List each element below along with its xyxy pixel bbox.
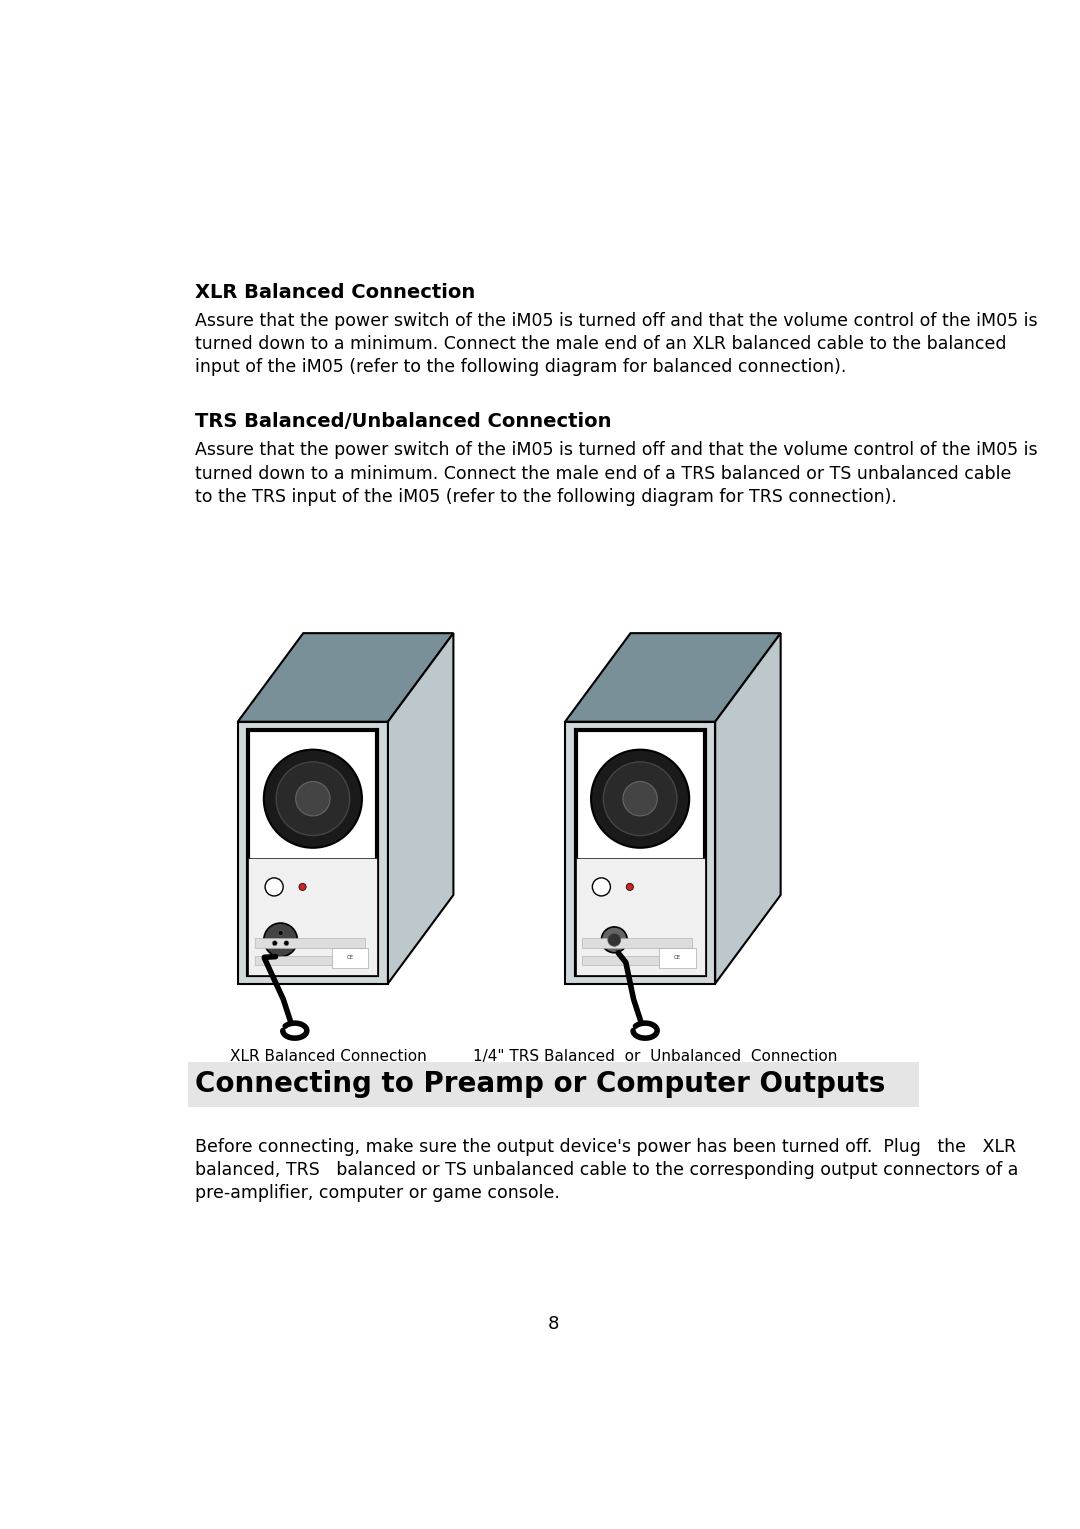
Text: 8: 8 [548,1315,559,1333]
Circle shape [592,878,610,896]
Polygon shape [388,633,454,983]
Bar [255,939,365,948]
Circle shape [278,931,283,936]
Polygon shape [238,722,388,983]
Circle shape [296,781,330,816]
Circle shape [604,761,677,835]
Polygon shape [715,633,781,983]
Text: XLR Balanced Connection: XLR Balanced Connection [195,283,475,301]
Bar [660,948,696,968]
Text: CE: CE [347,956,354,960]
Circle shape [264,749,362,847]
Circle shape [264,924,297,957]
Bar [188,1063,919,1107]
Text: to the TRS input of the iM05 (refer to the following diagram for TRS connection): to the TRS input of the iM05 (refer to t… [195,488,897,506]
Circle shape [608,933,621,946]
Text: Before connecting, make sure the output device's power has been turned off.  Plu: Before connecting, make sure the output … [195,1138,1016,1156]
Bar [333,948,368,968]
Text: Connecting to Preamp or Computer Outputs: Connecting to Preamp or Computer Outputs [195,1070,886,1098]
Bar [576,731,704,976]
Bar [248,858,377,976]
Bar [576,858,704,976]
Text: balanced, TRS   balanced or TS unbalanced cable to the corresponding output conn: balanced, TRS balanced or TS unbalanced … [195,1161,1018,1179]
Text: CE: CE [674,956,681,960]
Bar [255,956,365,965]
Circle shape [265,878,283,896]
Text: Assure that the power switch of the iM05 is turned off and that the volume contr: Assure that the power switch of the iM05… [195,312,1038,330]
Text: input of the iM05 (refer to the following diagram for balanced connection).: input of the iM05 (refer to the followin… [195,358,847,376]
Circle shape [299,884,306,890]
Text: TRS Balanced/Unbalanced Connection: TRS Balanced/Unbalanced Connection [195,413,612,431]
Circle shape [272,940,278,946]
Circle shape [623,781,658,816]
Text: turned down to a minimum. Connect the male end of a TRS balanced or TS unbalance: turned down to a minimum. Connect the ma… [195,465,1012,483]
Circle shape [626,884,633,890]
Bar [248,731,377,976]
Bar [582,956,692,965]
Circle shape [602,927,627,953]
Polygon shape [238,633,454,722]
Circle shape [284,940,289,946]
Text: Assure that the power switch of the iM05 is turned off and that the volume contr: Assure that the power switch of the iM05… [195,442,1038,459]
Text: XLR Balanced Connection: XLR Balanced Connection [230,1049,427,1064]
Bar [582,939,692,948]
Text: turned down to a minimum. Connect the male end of an XLR balanced cable to the b: turned down to a minimum. Connect the ma… [195,335,1007,353]
Circle shape [591,749,689,847]
Polygon shape [565,722,715,983]
Polygon shape [565,633,781,722]
Circle shape [276,761,350,835]
Text: 1/4" TRS Balanced  or  Unbalanced  Connection: 1/4" TRS Balanced or Unbalanced Connecti… [473,1049,838,1064]
Text: pre-amplifier, computer or game console.: pre-amplifier, computer or game console. [195,1183,561,1202]
